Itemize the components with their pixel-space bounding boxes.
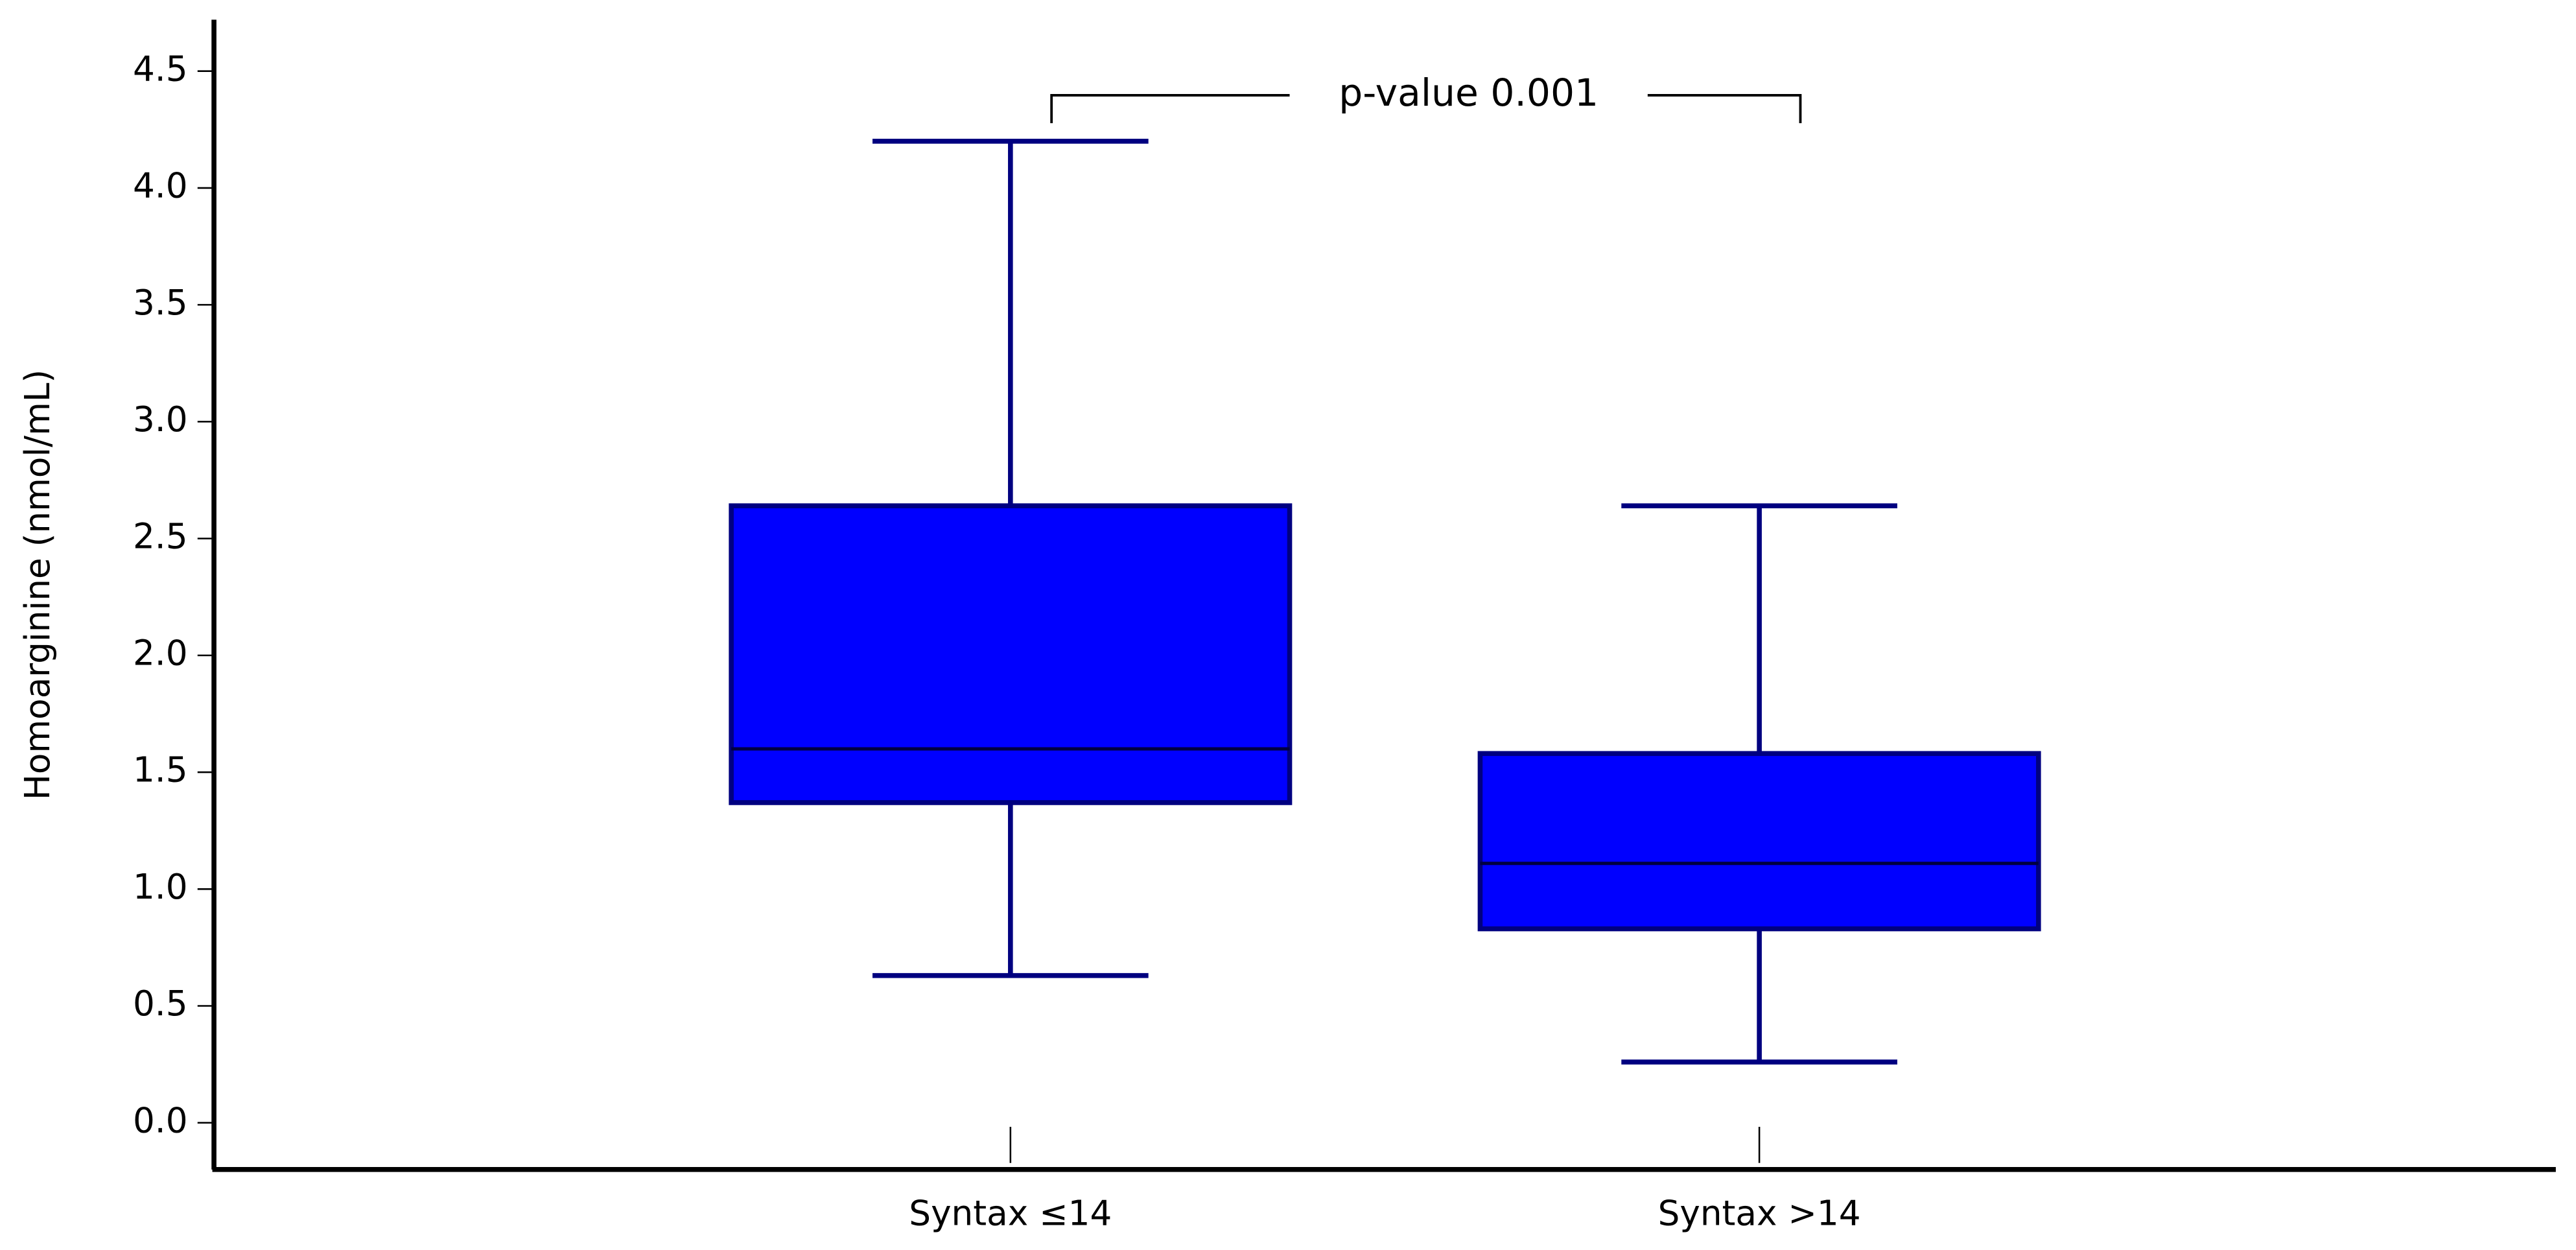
y-tick-label: 2.0 — [133, 633, 188, 673]
y-tick-label: 4.0 — [133, 166, 188, 206]
box — [729, 503, 1293, 805]
y-tick-label: 1.5 — [133, 750, 188, 790]
bracket — [1050, 94, 1802, 124]
y-tick-label: 0.5 — [133, 984, 188, 1024]
annotation: p-value 0.001 — [1339, 71, 1598, 115]
y-tick-label: 3.5 — [133, 283, 188, 323]
y-tick-label: 4.5 — [133, 49, 188, 89]
y-axis-label: Homoarginine (nmol/mL) — [18, 370, 58, 800]
box — [1477, 751, 2041, 932]
x-tick-label: Syntax ≤14 — [909, 1193, 1112, 1233]
y-tick-label: 1.0 — [133, 867, 188, 907]
y-tick-label: 2.5 — [133, 516, 188, 556]
y-tick-label: 0.0 — [133, 1100, 188, 1140]
y-tick-label: 3.0 — [133, 399, 188, 440]
x-tick-label: Syntax >14 — [1658, 1193, 1861, 1233]
